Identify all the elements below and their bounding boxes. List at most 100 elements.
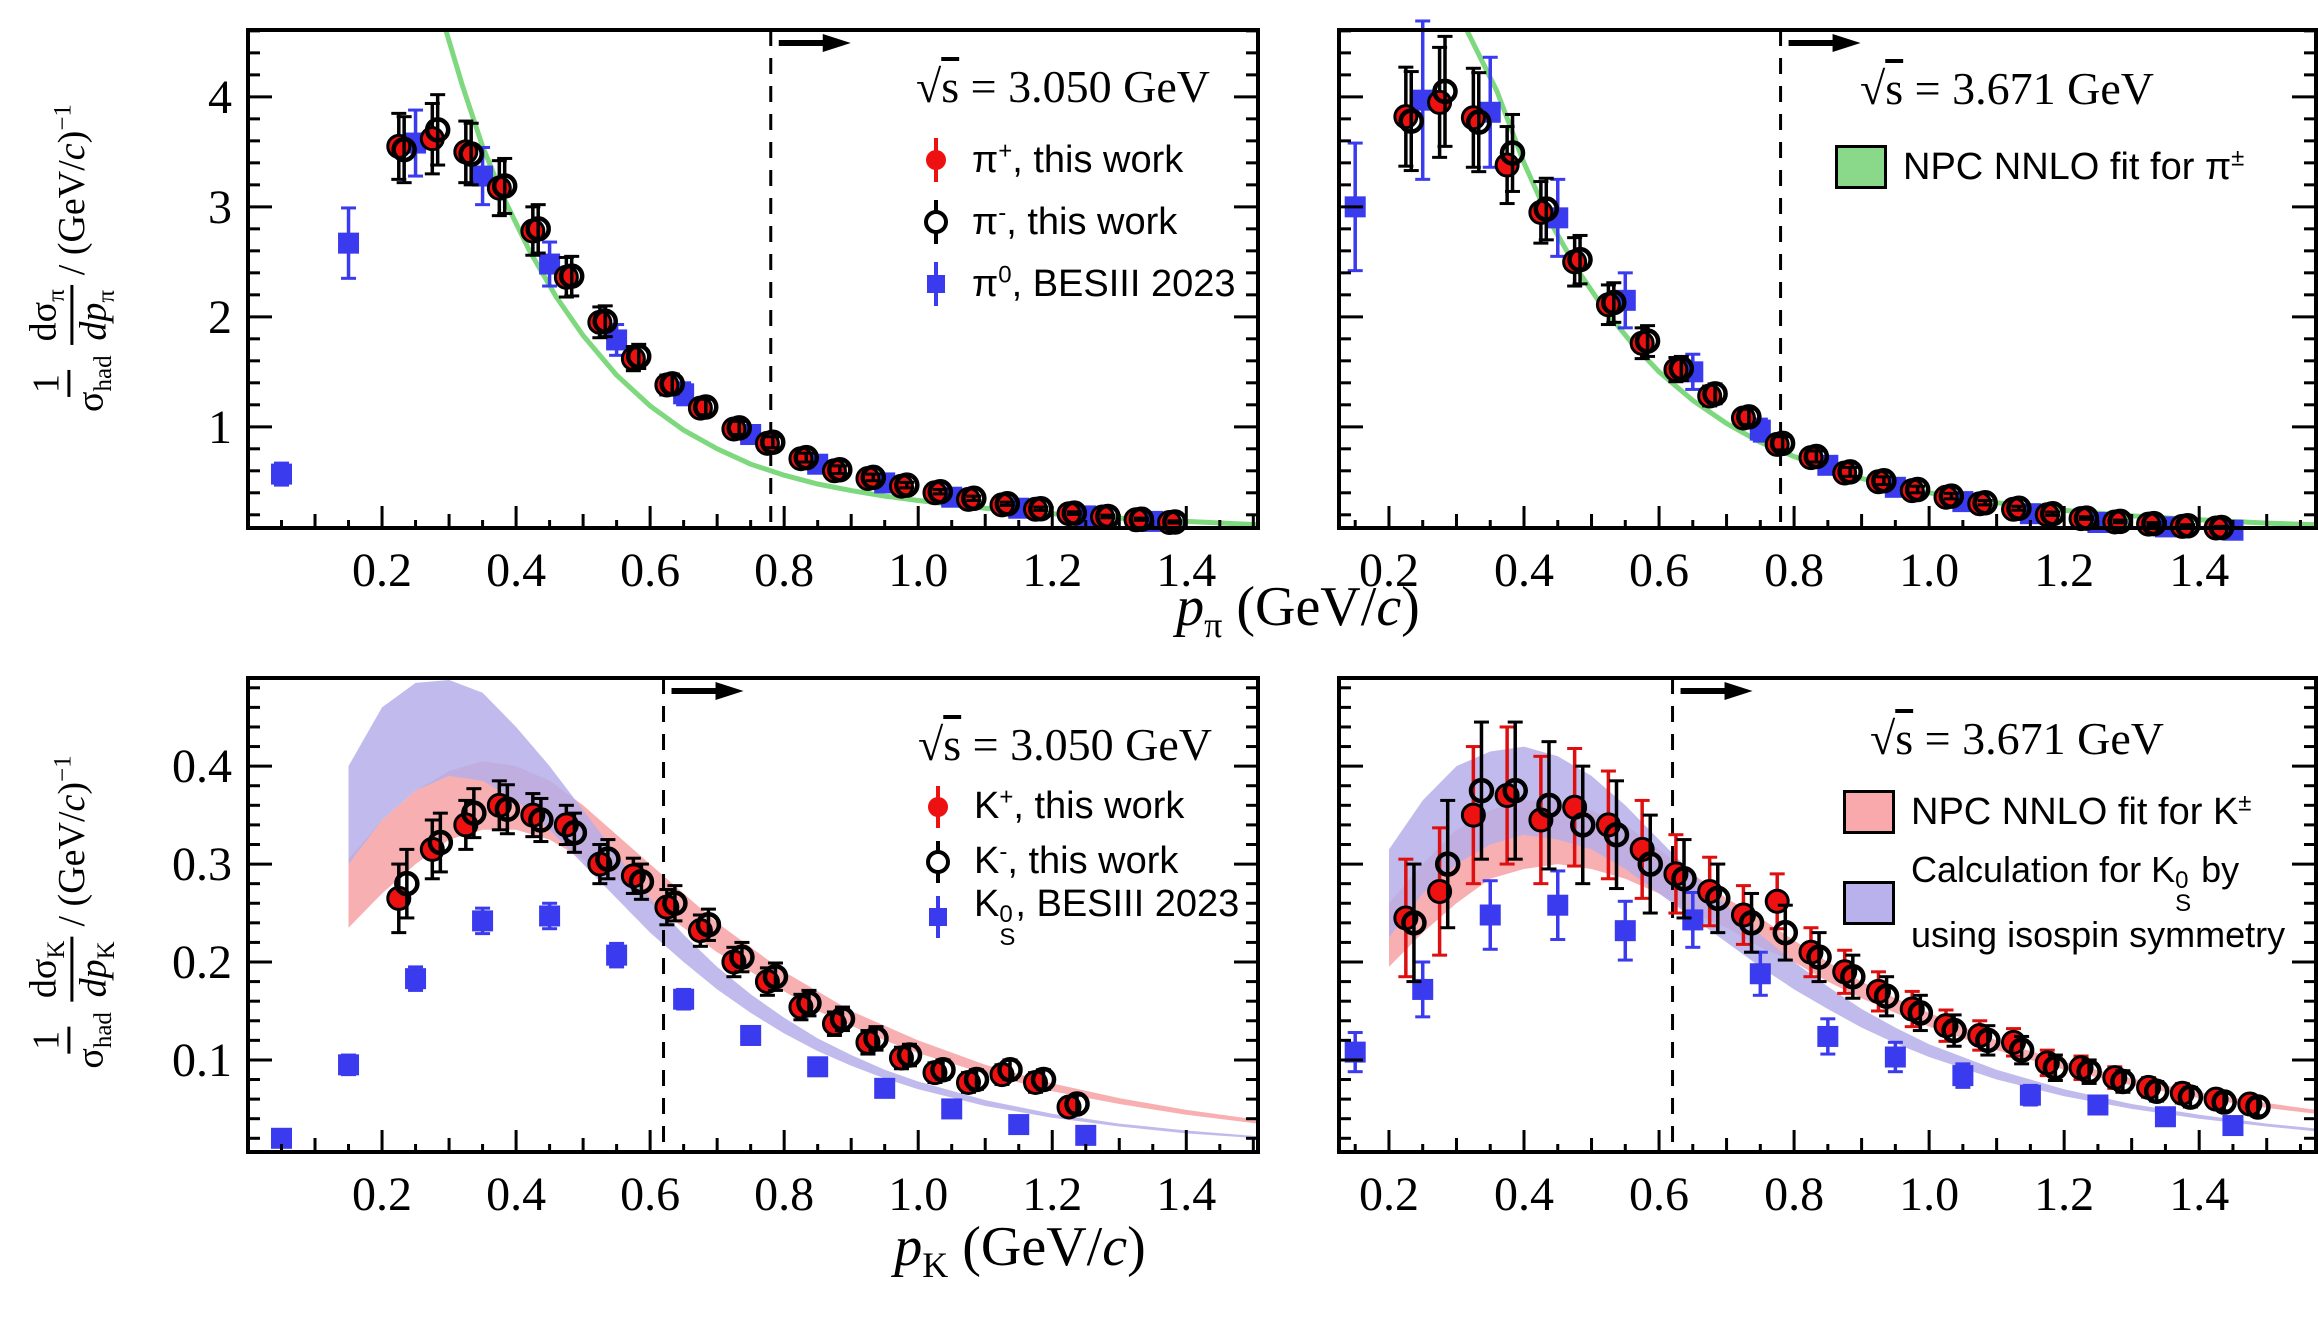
lavender-band-swatch-icon xyxy=(1843,880,1895,925)
pink-band-swatch-icon xyxy=(1843,790,1895,834)
series-k0s-besiii-2023 xyxy=(271,901,1097,1149)
legend-top-right: √s = 3.671 GeV NPC NNLO fit for π± xyxy=(1835,62,2244,197)
legend-entry-label: NPC NNLO fit for K± xyxy=(1911,788,2252,833)
x-tick-label: 1.0 xyxy=(888,544,948,597)
k0s-marker-icon xyxy=(929,895,947,938)
x-tick-label: 1.4 xyxy=(1156,1168,1216,1221)
x-ticks: 0.2 0.4 0.6 0.8 1.0 1.2 1.4 xyxy=(246,1130,1255,1221)
y-tick-label: 3 xyxy=(208,181,232,234)
threshold-arrow-head xyxy=(1832,34,1861,52)
legend-entry-k-plus: K+, this work xyxy=(918,779,1239,834)
x-tick-label: 0.4 xyxy=(486,1168,546,1221)
threshold-arrow-head xyxy=(1724,682,1753,700)
fraction-dsigma-dp: dσK dpK xyxy=(22,936,121,1003)
legend-entry-label: π-, this work xyxy=(972,198,1178,243)
x-tick-label: 0.2 xyxy=(1359,1168,1419,1221)
sqrt-s-label: √s = 3.671 GeV xyxy=(1860,63,2154,114)
x-tick-label: 0.8 xyxy=(754,1168,814,1221)
pi-plus-marker-icon xyxy=(926,138,946,182)
x-tick-label: 1.0 xyxy=(888,1168,948,1221)
x-tick-label: 0.8 xyxy=(1764,1168,1824,1221)
legend-entry-label: π0, BESIII 2023 xyxy=(972,260,1236,305)
y-ticks xyxy=(1339,686,2316,1140)
x-tick-label: 0.2 xyxy=(1359,544,1419,597)
x-tick-label: 0.6 xyxy=(1629,1168,1689,1221)
x-tick-label: 1.4 xyxy=(2169,1168,2229,1221)
x-tick-label: 0.6 xyxy=(620,544,680,597)
fraction-one-over-sigma-had: 1 σhad xyxy=(25,355,118,412)
legend-top-left: √s = 3.050 GeV π+, this work π-, this wo… xyxy=(916,60,1236,315)
x-tick-label: 0.8 xyxy=(754,544,814,597)
frac-numerator: dσπ xyxy=(22,285,74,346)
fit-band xyxy=(348,680,1258,1139)
y-tick-label: 4 xyxy=(208,71,232,124)
frac-numerator: 1 xyxy=(25,1026,71,1054)
legend-entry-pi-zero: π0, BESIII 2023 xyxy=(916,253,1236,315)
legend-bottom-left: √s = 3.050 GeV K+, this work K-, this wo… xyxy=(918,718,1239,949)
legend-entry-npc-fit-k: NPC NNLO fit for K± xyxy=(1843,783,2285,841)
pi-zero-marker-icon xyxy=(927,262,945,306)
x-ticks: 0.2 0.4 0.6 0.8 1.0 1.2 1.4 xyxy=(1353,1130,2302,1221)
threshold-arrow-head xyxy=(715,682,744,700)
x-tick-label: 0.6 xyxy=(620,1168,680,1221)
y-axis-units: / (GeV/c)−1 xyxy=(49,104,94,276)
frac-denominator: σhad xyxy=(69,1012,118,1069)
frac-numerator: 1 xyxy=(25,370,71,398)
y-axis-units: / (GeV/c)−1 xyxy=(49,755,94,927)
series-k0s-besiii-2023 xyxy=(1344,869,2244,1137)
fraction-one-over-sigma-had: 1 σhad xyxy=(25,1012,118,1069)
y-tick-label: 0.3 xyxy=(172,838,232,891)
y-ticks: 0.1 0.2 0.3 0.4 xyxy=(172,686,1258,1140)
k-plus-marker-icon xyxy=(928,785,948,828)
y-ticks: 1 2 3 4 xyxy=(208,29,1258,517)
panel-pi-3050: 0.2 0.4 0.6 0.8 1.0 1.2 1.4 1 2 3 4 xyxy=(208,28,1260,597)
panel-K-3671: 0.2 0.4 0.6 0.8 1.0 1.2 1.4 xyxy=(1337,676,2318,1221)
sqrt-s-label: √s = 3.671 GeV xyxy=(1870,713,2164,764)
frac-denominator: σhad xyxy=(69,355,118,412)
legend-entry-k-minus: K-, this work xyxy=(918,834,1239,889)
panel-pi-3671: 0.2 0.4 0.6 0.8 1.0 1.2 1.4 xyxy=(1337,19,2318,597)
legend-bottom-right: √s = 3.671 GeV NPC NNLO fit for K± Calcu… xyxy=(1843,712,2285,954)
x-tick-label: 1.4 xyxy=(1156,544,1216,597)
x-tick-label: 1.0 xyxy=(1899,1168,1959,1221)
legend-entry-pi-minus: π-, this work xyxy=(916,191,1236,253)
sqrt-s-label: √s = 3.050 GeV xyxy=(918,719,1212,770)
legend-entry-label: K+, this work xyxy=(974,783,1185,827)
y-tick-label: 0.2 xyxy=(172,936,232,989)
x-tick-label: 1.2 xyxy=(1022,544,1082,597)
legend-entry-label: NPC NNLO fit for π± xyxy=(1903,143,2245,188)
x-tick-label: 0.4 xyxy=(1494,1168,1554,1221)
frac-denominator: dpπ xyxy=(72,289,121,341)
x-tick-label: 1.4 xyxy=(2169,544,2229,597)
y-ticks xyxy=(1339,29,2316,517)
x-tick-label: 0.2 xyxy=(352,544,412,597)
x-tick-label: 0.6 xyxy=(1629,544,1689,597)
panel-K-3050: 0.2 0.4 0.6 0.8 1.0 1.2 1.4 0.1 0.2 0.3 0.4 xyxy=(172,676,1260,1221)
pi-minus-marker-icon xyxy=(924,200,948,244)
x-tick-label: 1.2 xyxy=(2034,544,2094,597)
series-k--this-work xyxy=(1401,720,2271,1120)
y-axis-title-kaon: 1 σhad dσK dpK / (GeV/c)−1 xyxy=(22,755,121,1069)
sqrt-s-label: √s = 3.050 GeV xyxy=(916,61,1210,112)
k-minus-marker-icon xyxy=(926,840,950,883)
legend-entry-npc-fit-pi: NPC NNLO fit for π± xyxy=(1835,137,2244,197)
frac-numerator: dσK xyxy=(22,936,74,1003)
x-tick-label: 0.4 xyxy=(486,544,546,597)
x-ticks: 0.2 0.4 0.6 0.8 1.0 1.2 1.4 xyxy=(246,506,1255,597)
frac-denominator: dpK xyxy=(72,941,121,998)
panel-frame xyxy=(246,28,1260,530)
x-axis-title-kaon: pK (GeV/c) xyxy=(894,1216,1146,1286)
x-tick-label: 1.2 xyxy=(1022,1168,1082,1221)
legend-entry-label: π+, this work xyxy=(972,136,1184,181)
panel-frame xyxy=(246,676,1260,1154)
x-ticks: 0.2 0.4 0.6 0.8 1.0 1.2 1.4 xyxy=(1353,506,2302,597)
y-axis-title-pion: 1 σhad dσπ dpπ / (GeV/c)−1 xyxy=(22,104,121,412)
y-tick-label: 0.1 xyxy=(172,1034,232,1087)
series-pi--this-work xyxy=(391,93,1188,535)
x-tick-label: 0.4 xyxy=(1494,544,1554,597)
